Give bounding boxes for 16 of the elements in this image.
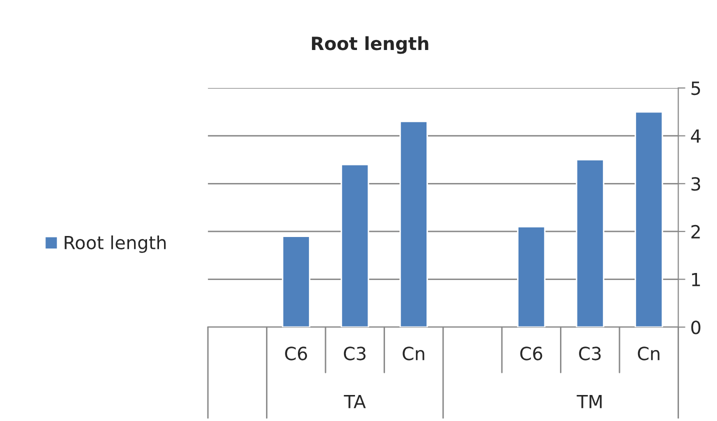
chart-title: Root length bbox=[312, 36, 428, 54]
x-tick-label: C6 bbox=[285, 346, 308, 360]
x-tick-label: Cn bbox=[402, 346, 424, 360]
y-tick-label: 5 bbox=[691, 82, 700, 96]
x-tick-label: Cn bbox=[638, 346, 660, 360]
x-tick-label: C6 bbox=[520, 346, 542, 360]
y-tick-label: 4 bbox=[690, 130, 701, 143]
y-tick-label: 0 bbox=[691, 320, 700, 334]
text: TA bbox=[344, 394, 366, 408]
y-tick-label: 1 bbox=[692, 272, 700, 286]
x-tick-label: C3 bbox=[579, 346, 601, 360]
x-tick-label: C3 bbox=[344, 346, 366, 360]
legend-label: Root length bbox=[64, 235, 166, 253]
y-tick-label: 2 bbox=[691, 224, 700, 238]
text: TM bbox=[576, 394, 602, 408]
y-tick-label: 3 bbox=[691, 177, 700, 191]
